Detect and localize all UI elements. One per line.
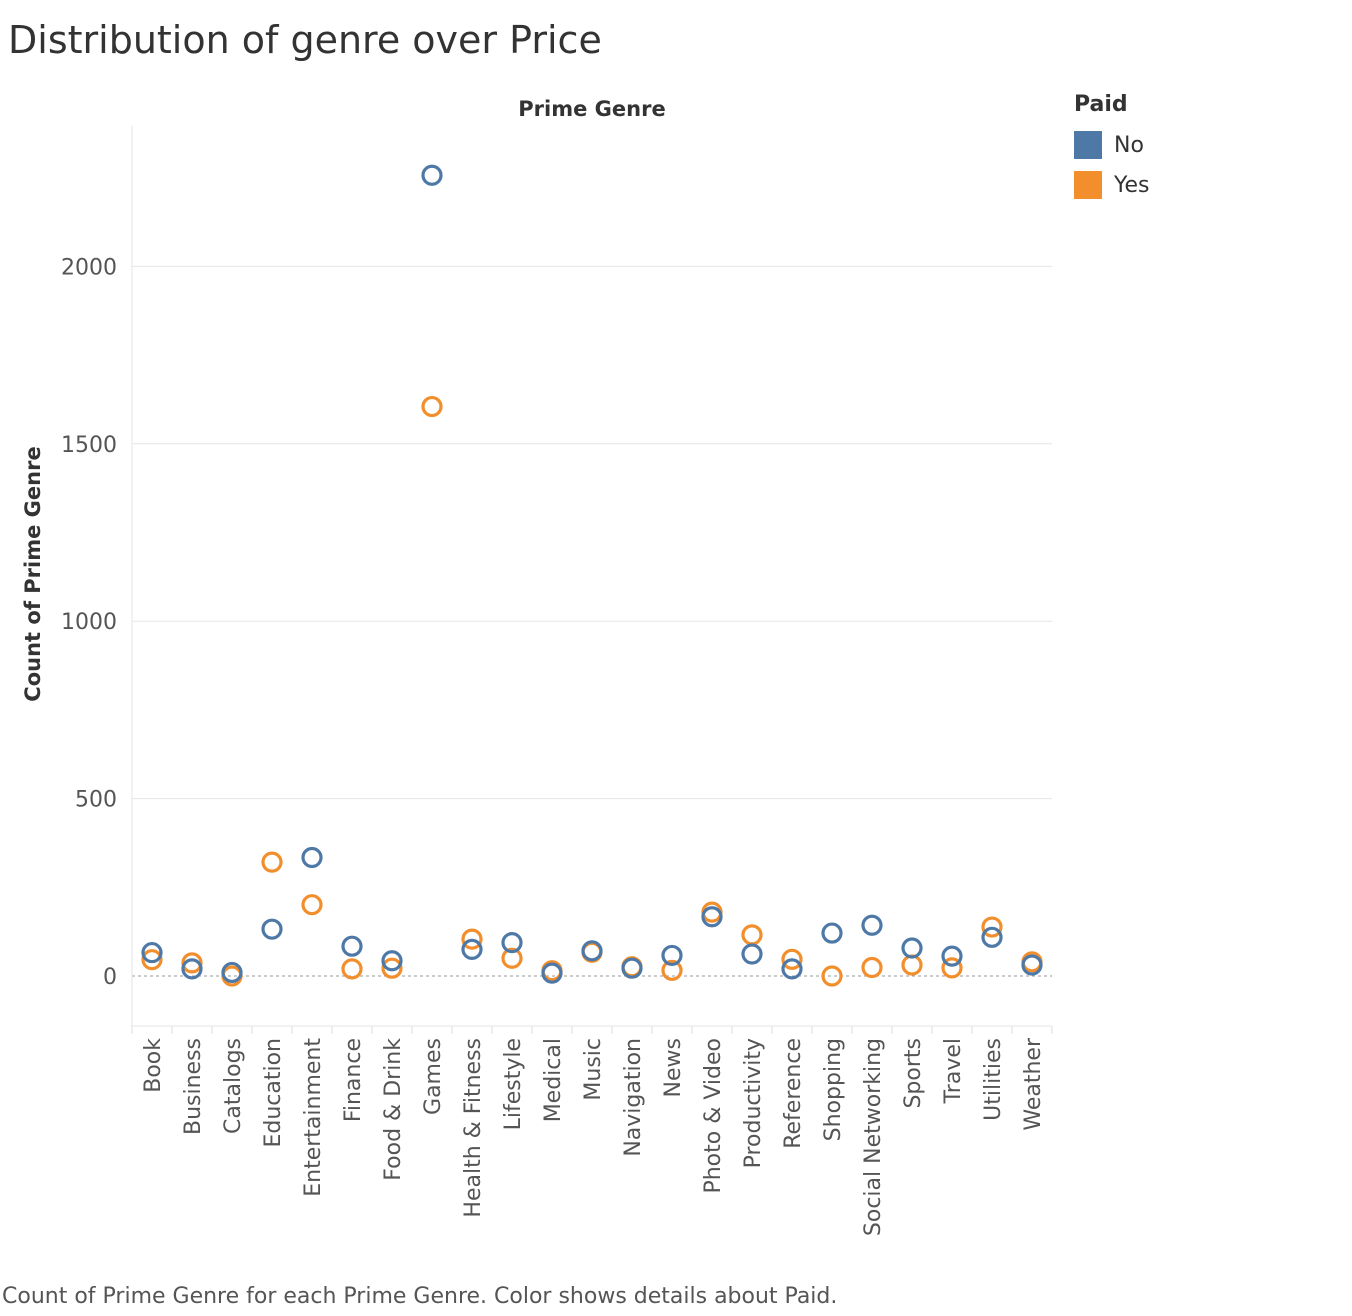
legend-label-no: No <box>1114 132 1144 158</box>
data-point-no[interactable] <box>781 958 803 980</box>
y-tick-label: 1500 <box>61 433 117 458</box>
y-tick-label: 0 <box>103 965 117 990</box>
data-point-no[interactable] <box>381 950 403 972</box>
y-tick-labels: 0 500 1000 1500 2000 <box>61 255 117 990</box>
data-point-yes[interactable] <box>421 395 443 418</box>
data-point-yes[interactable] <box>661 959 683 981</box>
data-point-no[interactable] <box>901 937 923 959</box>
data-point-no[interactable] <box>621 957 643 979</box>
data-point-yes[interactable] <box>941 957 963 979</box>
data-point-no[interactable] <box>941 945 963 967</box>
y-tick-label: 500 <box>75 788 117 813</box>
data-point-no[interactable] <box>1021 954 1043 976</box>
data-point-no[interactable] <box>581 940 603 962</box>
x-tick-labels: Book Business Catalogs Education Entertainme… <box>141 1037 1046 1236</box>
data-point-yes[interactable] <box>261 851 283 873</box>
data-point-no[interactable] <box>461 938 483 960</box>
x-tick-label: Travel <box>941 1038 966 1104</box>
x-tick-label: Catalogs <box>221 1038 246 1134</box>
data-point-no[interactable] <box>221 961 243 984</box>
x-tick-label: Utilities <box>981 1038 1006 1121</box>
x-tick-label: Entertainment <box>301 1038 326 1197</box>
data-point-yes[interactable] <box>901 954 923 976</box>
data-point-no[interactable] <box>181 958 203 980</box>
legend-title: Paid <box>1074 92 1128 117</box>
legend-item-yes[interactable]: Yes <box>1074 165 1150 205</box>
x-tick-label: Sports <box>901 1038 926 1109</box>
gridlines <box>132 265 1052 977</box>
x-tick-label: Finance <box>341 1038 366 1122</box>
data-point-yes[interactable] <box>861 956 883 979</box>
y-tick-label: 2000 <box>61 255 117 280</box>
y-axis-label: Count of Prime Genre <box>21 446 45 701</box>
x-tick-label: Book <box>141 1038 166 1093</box>
legend-label-yes: Yes <box>1114 172 1150 198</box>
x-tick-label: Navigation <box>621 1038 646 1157</box>
data-point-no[interactable] <box>981 926 1003 948</box>
x-tick-label: Social Networking <box>861 1038 886 1236</box>
x-tick-label: Lifestyle <box>501 1038 526 1130</box>
data-point-yes[interactable] <box>301 894 323 916</box>
data-point-yes[interactable] <box>341 958 363 980</box>
chart-caption: Count of Prime Genre for each Prime Genr… <box>2 1284 838 1309</box>
data-point-no[interactable] <box>541 962 563 984</box>
data-point-no[interactable] <box>141 941 163 964</box>
data-point-no[interactable] <box>701 906 723 928</box>
data-point-no[interactable] <box>861 914 883 936</box>
x-tick-label: Shopping <box>821 1038 846 1141</box>
legend-swatch-yes <box>1074 171 1102 199</box>
x-tick-label: Health & Fitness <box>461 1038 486 1218</box>
x-tick-label: Education <box>261 1038 286 1148</box>
x-tick-label: Business <box>181 1038 206 1135</box>
x-tick-label: Photo & Video <box>701 1038 726 1194</box>
x-tick-label: Medical <box>541 1038 566 1122</box>
data-point-yes[interactable] <box>781 948 803 970</box>
data-point-yes[interactable] <box>181 952 203 974</box>
x-tick-label: Reference <box>781 1038 806 1149</box>
legend-item-no[interactable]: No <box>1074 125 1150 165</box>
data-point-no[interactable] <box>501 932 523 954</box>
data-point-no[interactable] <box>341 935 363 957</box>
data-points <box>141 164 1043 987</box>
data-point-yes[interactable] <box>821 965 843 987</box>
data-point-yes[interactable] <box>981 916 1003 938</box>
data-point-yes[interactable] <box>381 957 403 979</box>
data-point-yes[interactable] <box>141 949 163 971</box>
data-point-yes[interactable] <box>461 928 483 950</box>
x-tick-label: Weather <box>1021 1037 1046 1131</box>
legend-swatch-no <box>1074 131 1102 159</box>
data-point-yes[interactable] <box>501 947 523 969</box>
page-title: Distribution of genre over Price <box>8 18 602 62</box>
data-point-no[interactable] <box>301 846 323 869</box>
data-point-no[interactable] <box>661 944 683 967</box>
data-point-no[interactable] <box>261 918 283 940</box>
data-point-no[interactable] <box>821 922 843 944</box>
data-point-no[interactable] <box>741 943 763 965</box>
x-tick-label: Productivity <box>741 1038 766 1168</box>
data-point-yes[interactable] <box>741 924 763 946</box>
y-tick-label: 1000 <box>61 610 117 635</box>
axes <box>131 126 1053 1034</box>
x-tick-label: Music <box>581 1038 606 1101</box>
legend: Paid No Yes <box>1074 92 1150 205</box>
x-tick-label: Games <box>421 1038 446 1115</box>
x-tick-label: News <box>661 1038 686 1097</box>
data-point-no[interactable] <box>421 164 443 186</box>
x-tick-label: Food & Drink <box>381 1038 406 1181</box>
top-axis-label: Prime Genre <box>518 97 665 121</box>
